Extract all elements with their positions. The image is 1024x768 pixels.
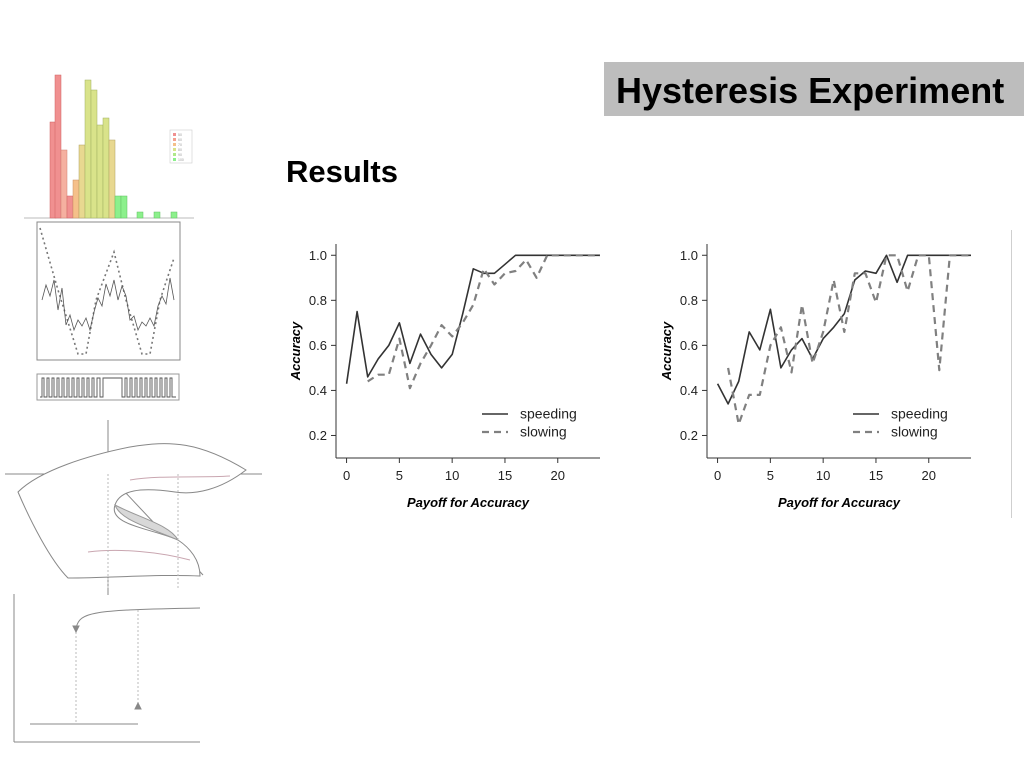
x-tick-label: 10 [816, 468, 830, 483]
legend-label-slowing: slowing [891, 424, 938, 440]
decor-legend-label: 60 [178, 138, 182, 142]
legend-label-slowing: slowing [520, 424, 567, 440]
x-tick-label: 15 [869, 468, 883, 483]
decor-legend-label: 100 [178, 158, 184, 162]
y-tick-label: 1.0 [309, 248, 327, 263]
x-tick-label: 10 [445, 468, 459, 483]
x-tick-label: 15 [498, 468, 512, 483]
legend-label-speeding: speeding [891, 406, 948, 422]
decor-legend-label: 80 [178, 148, 182, 152]
series-line-speeding [716, 254, 971, 405]
slide-subtitle: Results [286, 154, 398, 189]
decor-cusp-surface [5, 420, 262, 595]
x-axis-label: Payoff for Accuracy [778, 495, 901, 510]
decorative-figure-strip: 50 60 70 80 90 100 [5, 74, 262, 743]
decor-fold-plot [13, 594, 201, 743]
slide-edge-line [1011, 230, 1012, 518]
y-tick-label: 0.2 [309, 428, 327, 443]
series-line-slowing [367, 254, 600, 390]
series-line-slowing [727, 254, 971, 426]
y-tick-label: 0.6 [680, 338, 698, 353]
accuracy-chart-1: Accuracy Payoff for Accuracy 0.20.40.60.… [288, 244, 600, 510]
x-tick-label: 20 [922, 468, 936, 483]
y-tick-label: 0.4 [680, 383, 698, 398]
y-axis-label: Accuracy [659, 321, 674, 381]
plot-area: 0.2 0.4 0.6 0.8 1.0 0 5 10 15 20 speeding slowing [680, 244, 971, 483]
y-axis-label: Accuracy [288, 321, 303, 381]
y-tick-label: 0.4 [309, 383, 327, 398]
y-tick-label: 0.2 [680, 428, 698, 443]
x-tick-label: 5 [767, 468, 774, 483]
decor-oscillation-plot [36, 221, 181, 361]
x-tick-label: 0 [343, 468, 350, 483]
decor-histogram [24, 74, 194, 219]
x-tick-label: 5 [396, 468, 403, 483]
slide-title-box: Hysteresis Experiment [604, 62, 1024, 116]
plot-area: 0.2 0.4 0.6 0.8 1.0 0 5 10 15 20 speeding slowing [309, 244, 600, 483]
y-tick-label: 1.0 [680, 248, 698, 263]
series-line-speeding [345, 254, 600, 384]
legend-label-speeding: speeding [520, 406, 577, 422]
x-axis-label: Payoff for Accuracy [407, 495, 530, 510]
x-tick-label: 20 [551, 468, 565, 483]
accuracy-chart-2: Accuracy Payoff for Accuracy 0.20.40.60.… [659, 244, 971, 510]
y-tick-label: 0.8 [680, 293, 698, 308]
decor-legend-label: 70 [178, 143, 182, 147]
decor-legend-label: 90 [178, 153, 182, 157]
slide-title: Hysteresis Experiment [616, 70, 1005, 111]
decor-legend-label: 50 [178, 133, 182, 137]
y-tick-label: 0.6 [309, 338, 327, 353]
y-tick-label: 0.8 [309, 293, 327, 308]
decor-spike-train [36, 373, 180, 401]
x-tick-label: 0 [714, 468, 721, 483]
